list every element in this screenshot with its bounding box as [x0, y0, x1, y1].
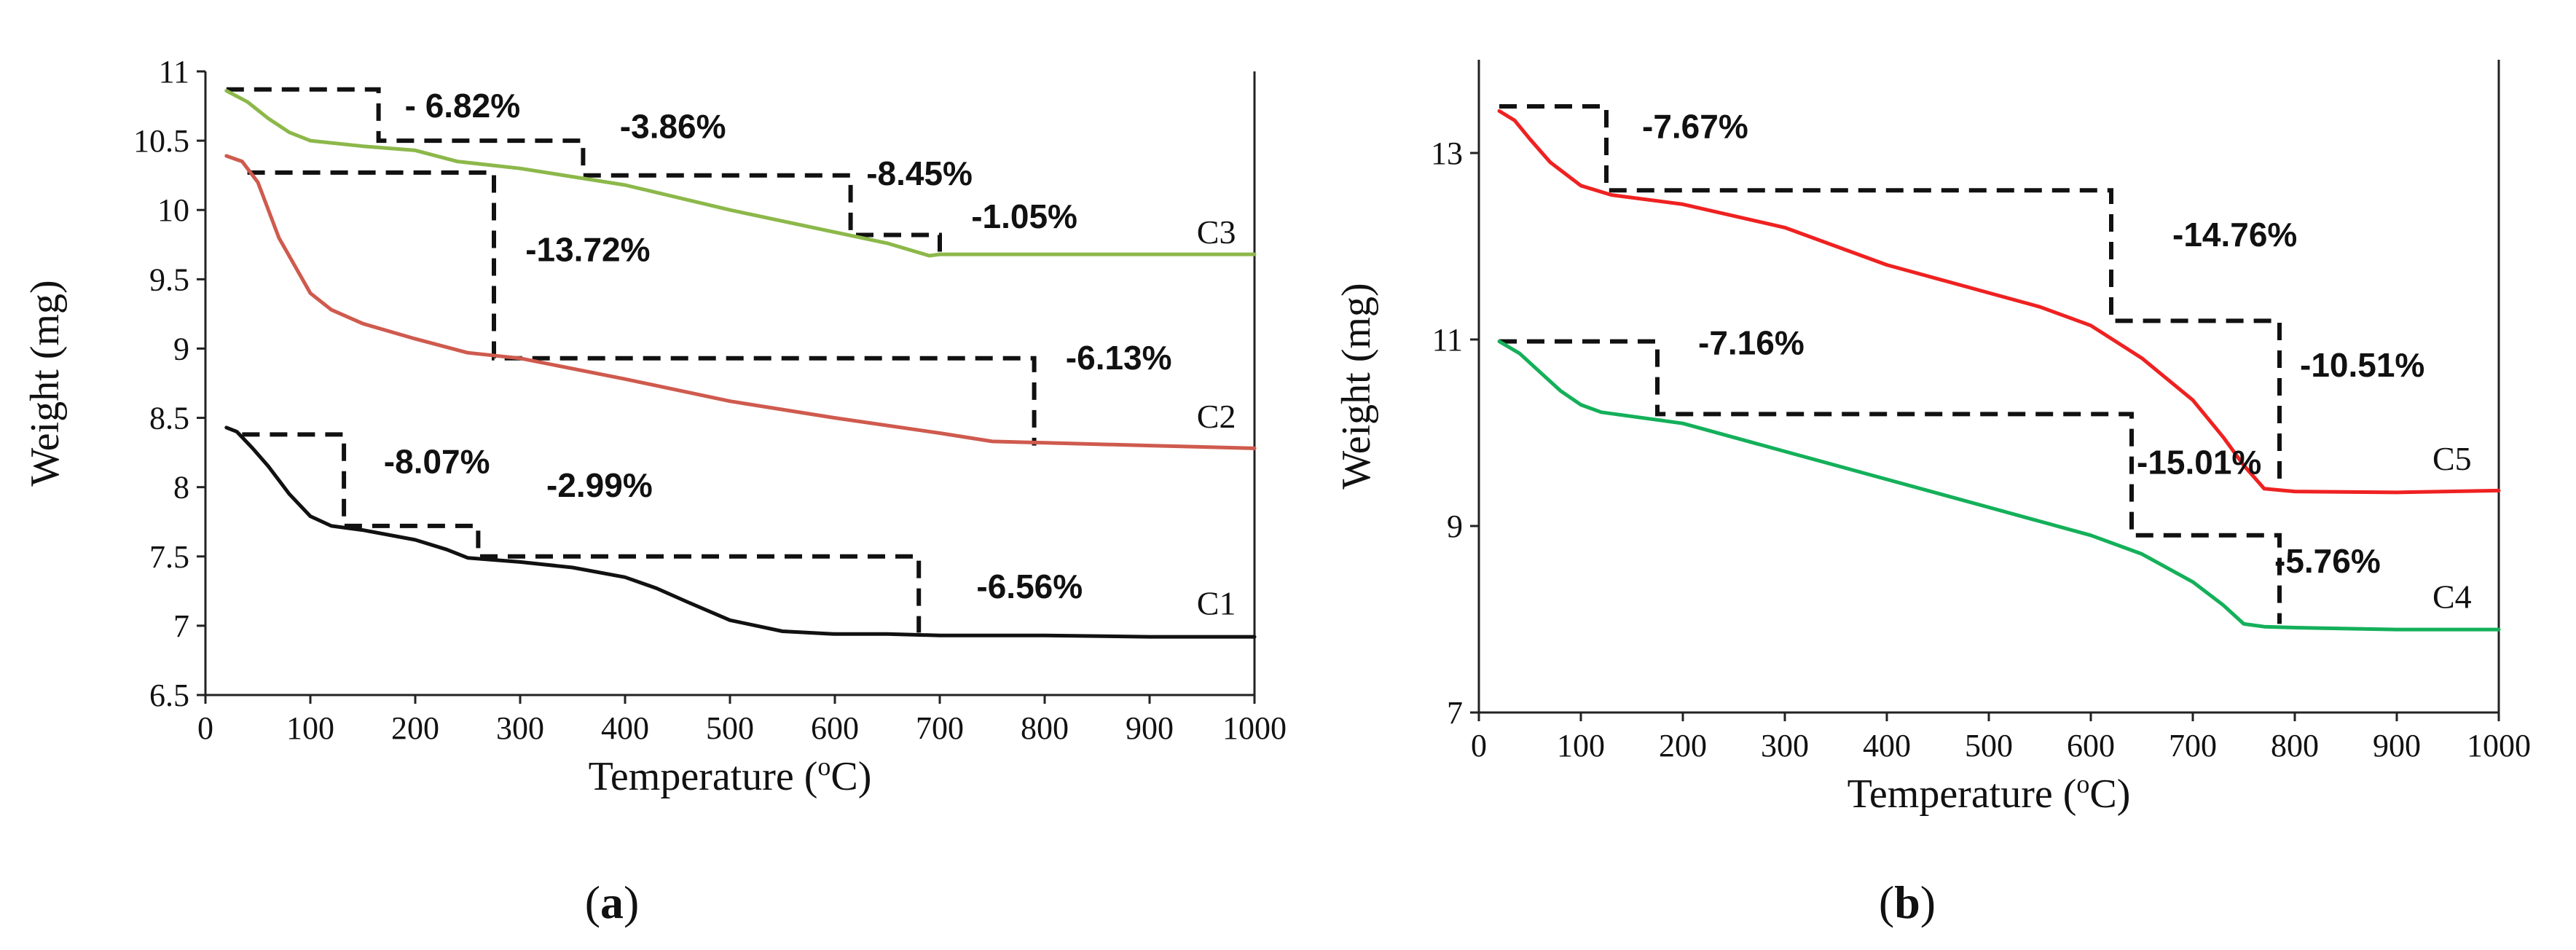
- loss-percent-label: -10.51%: [2300, 346, 2424, 384]
- x-tick-label: 700: [916, 710, 964, 746]
- x-tick-label: 500: [706, 710, 754, 746]
- loss-percent-label: -8.45%: [866, 154, 973, 192]
- x-tick-label: 600: [2067, 728, 2115, 763]
- series-line-c2: [224, 154, 1257, 450]
- series-line-c4: [1497, 339, 2501, 632]
- series-label: C1: [1197, 585, 1236, 622]
- loss-percent-label: -14.76%: [2172, 216, 2297, 254]
- y-tick-label: 9: [1447, 509, 1463, 544]
- y-axis-label: Weight (mg): [1334, 283, 1379, 489]
- step-line: [247, 170, 1037, 446]
- y-axis-label: Weight (mg): [23, 280, 68, 486]
- x-tick-label: 900: [2373, 728, 2421, 763]
- x-tick-label: 500: [1965, 728, 2013, 763]
- x-tick-label: 800: [1021, 710, 1069, 746]
- x-tick-label: 1000: [1222, 710, 1287, 746]
- x-tick-label: 1000: [2467, 728, 2531, 763]
- y-tick-label: 9: [173, 331, 189, 366]
- y-tick-label: 10.5: [133, 123, 189, 159]
- y-tick-label: 7: [1447, 695, 1463, 731]
- y-tick-label: 6.5: [149, 678, 189, 713]
- y-tick-label: 7: [173, 608, 189, 644]
- x-tick-label: 0: [197, 710, 213, 746]
- x-tick-label: 400: [1863, 728, 1911, 763]
- x-axis-label: Temperature (oC): [589, 752, 872, 799]
- step-line: [242, 432, 922, 633]
- loss-percent-label: -3.86%: [620, 107, 726, 145]
- chart-a: 0 100 200 300 400 500 600 700 800 900 1000 6.5 7 7.5 8…: [23, 54, 1287, 799]
- series-label: C3: [1197, 213, 1236, 251]
- series-line-c5: [1497, 109, 2501, 495]
- y-tick-label: 8: [173, 470, 189, 506]
- x-tick-label: 600: [811, 710, 859, 746]
- x-tick-label: 300: [1761, 728, 1809, 763]
- x-tick-label: 200: [1659, 728, 1707, 763]
- step-line: [1499, 339, 2282, 624]
- series-label: C4: [2432, 578, 2472, 616]
- loss-percent-label: -6.13%: [1066, 339, 1172, 377]
- y-tick-label: 9.5: [149, 262, 189, 297]
- x-tick-label: 200: [391, 710, 439, 746]
- y-tick-label: 7.5: [149, 539, 189, 575]
- loss-percent-label: -7.67%: [1642, 108, 1748, 146]
- loss-percent-label: -13.72%: [525, 231, 650, 269]
- panel-label-b: (b): [1879, 876, 1936, 928]
- loss-percent-label: - 6.82%: [405, 87, 521, 125]
- loss-percent-label: -8.07%: [384, 443, 490, 481]
- loss-percent-label: -5.76%: [2274, 542, 2381, 580]
- chart-b: 0 100 200 300 400 500 600 700 800 900 1000 7 9 11 13 Te…: [1334, 60, 2531, 817]
- x-tick-label: 300: [496, 710, 544, 746]
- loss-percent-label: -7.16%: [1698, 323, 1805, 361]
- x-axis-label: Temperature (oC): [1847, 769, 2131, 817]
- x-tick-label: 700: [2169, 728, 2217, 763]
- x-tick-label: 100: [1557, 728, 1605, 763]
- x-tick-label: 100: [286, 710, 334, 746]
- y-tick-label: 10: [157, 192, 189, 228]
- x-tick-label: 800: [2271, 728, 2319, 763]
- y-tick-label: 8.5: [149, 401, 189, 436]
- y-tick-label: 11: [159, 54, 189, 90]
- series-label: C2: [1197, 398, 1236, 435]
- x-tick-label: 900: [1126, 710, 1174, 746]
- x-tick-label: 400: [601, 710, 649, 746]
- step-line: [226, 87, 942, 255]
- loss-percent-label: -15.01%: [2137, 443, 2261, 481]
- panel-label-a: (a): [585, 876, 640, 928]
- step-line: [1499, 104, 2282, 492]
- y-tick-label: 11: [1432, 322, 1463, 358]
- series-label: C5: [2432, 440, 2472, 477]
- series-line-c3: [224, 89, 1257, 258]
- x-tick-label: 0: [1471, 728, 1487, 763]
- series-line-c1: [224, 425, 1257, 639]
- loss-percent-label: -6.56%: [976, 568, 1083, 605]
- y-tick-label: 13: [1431, 136, 1463, 171]
- loss-percent-label: -2.99%: [546, 466, 653, 504]
- loss-percent-label: -1.05%: [971, 197, 1077, 235]
